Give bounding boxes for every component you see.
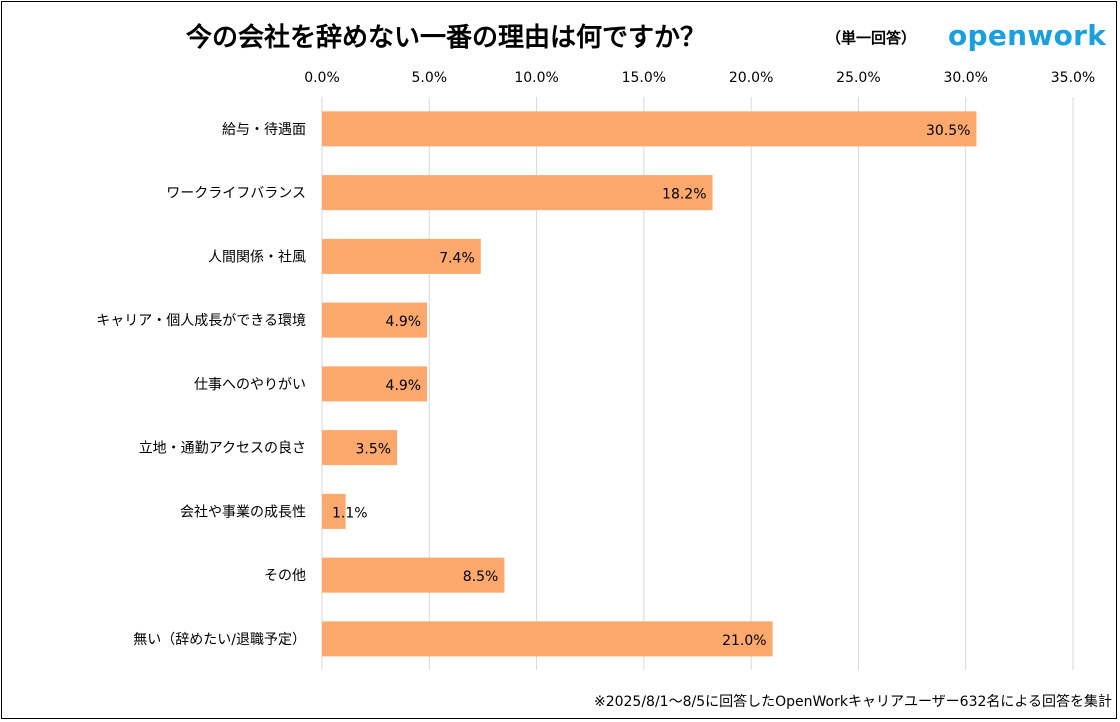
x-tick-label: 5.0% — [411, 70, 447, 86]
bar — [322, 557, 505, 593]
bar — [322, 302, 428, 338]
data-label: 4.9% — [386, 314, 422, 330]
brand-logo: openwork — [948, 19, 1107, 52]
category-label: 会社や事業の成長性 — [180, 504, 306, 520]
bar — [322, 366, 428, 402]
category-label: その他 — [264, 568, 306, 584]
data-label: 8.5% — [463, 569, 499, 585]
footnote: ※2025/8/1～8/5に回答したOpenWorkキャリアユーザー632名によ… — [593, 694, 1112, 710]
bar — [322, 175, 713, 211]
x-tick-label: 25.0% — [836, 70, 880, 86]
x-tick-label: 10.0% — [514, 70, 558, 86]
category-label: ワークライフバランス — [166, 186, 306, 202]
category-label: 給与・待遇面 — [222, 122, 306, 138]
x-tick-label: 20.0% — [729, 70, 773, 86]
bar — [322, 493, 346, 529]
data-label: 3.5% — [356, 442, 392, 458]
x-tick-label: 30.0% — [943, 70, 987, 86]
x-tick-label: 15.0% — [622, 70, 666, 86]
category-label: 立地・通勤アクセスの良さ — [139, 441, 306, 457]
data-label: 1.1% — [332, 505, 368, 521]
category-label: 人間関係・社風 — [208, 249, 306, 265]
chart-subtitle: （単一回答） — [826, 29, 917, 47]
bar — [322, 430, 398, 466]
data-label: 4.9% — [386, 378, 422, 394]
data-label: 21.0% — [722, 633, 766, 649]
bar — [322, 111, 977, 147]
chart-title: 今の会社を辞めない一番の理由は何ですか？ — [186, 23, 707, 53]
data-label: 7.4% — [439, 250, 475, 266]
data-label: 30.5% — [926, 123, 970, 139]
x-tick-label: 35.0% — [1051, 70, 1095, 86]
x-tick-label: 0.0% — [304, 70, 340, 86]
bar — [322, 238, 481, 274]
category-label: キャリア・個人成長ができる環境 — [96, 313, 306, 329]
category-label: 無い（辞めたい/退職予定） — [133, 632, 306, 648]
bar — [322, 621, 773, 657]
category-label: 仕事へのやりがい — [194, 377, 306, 393]
data-label: 18.2% — [662, 187, 706, 203]
